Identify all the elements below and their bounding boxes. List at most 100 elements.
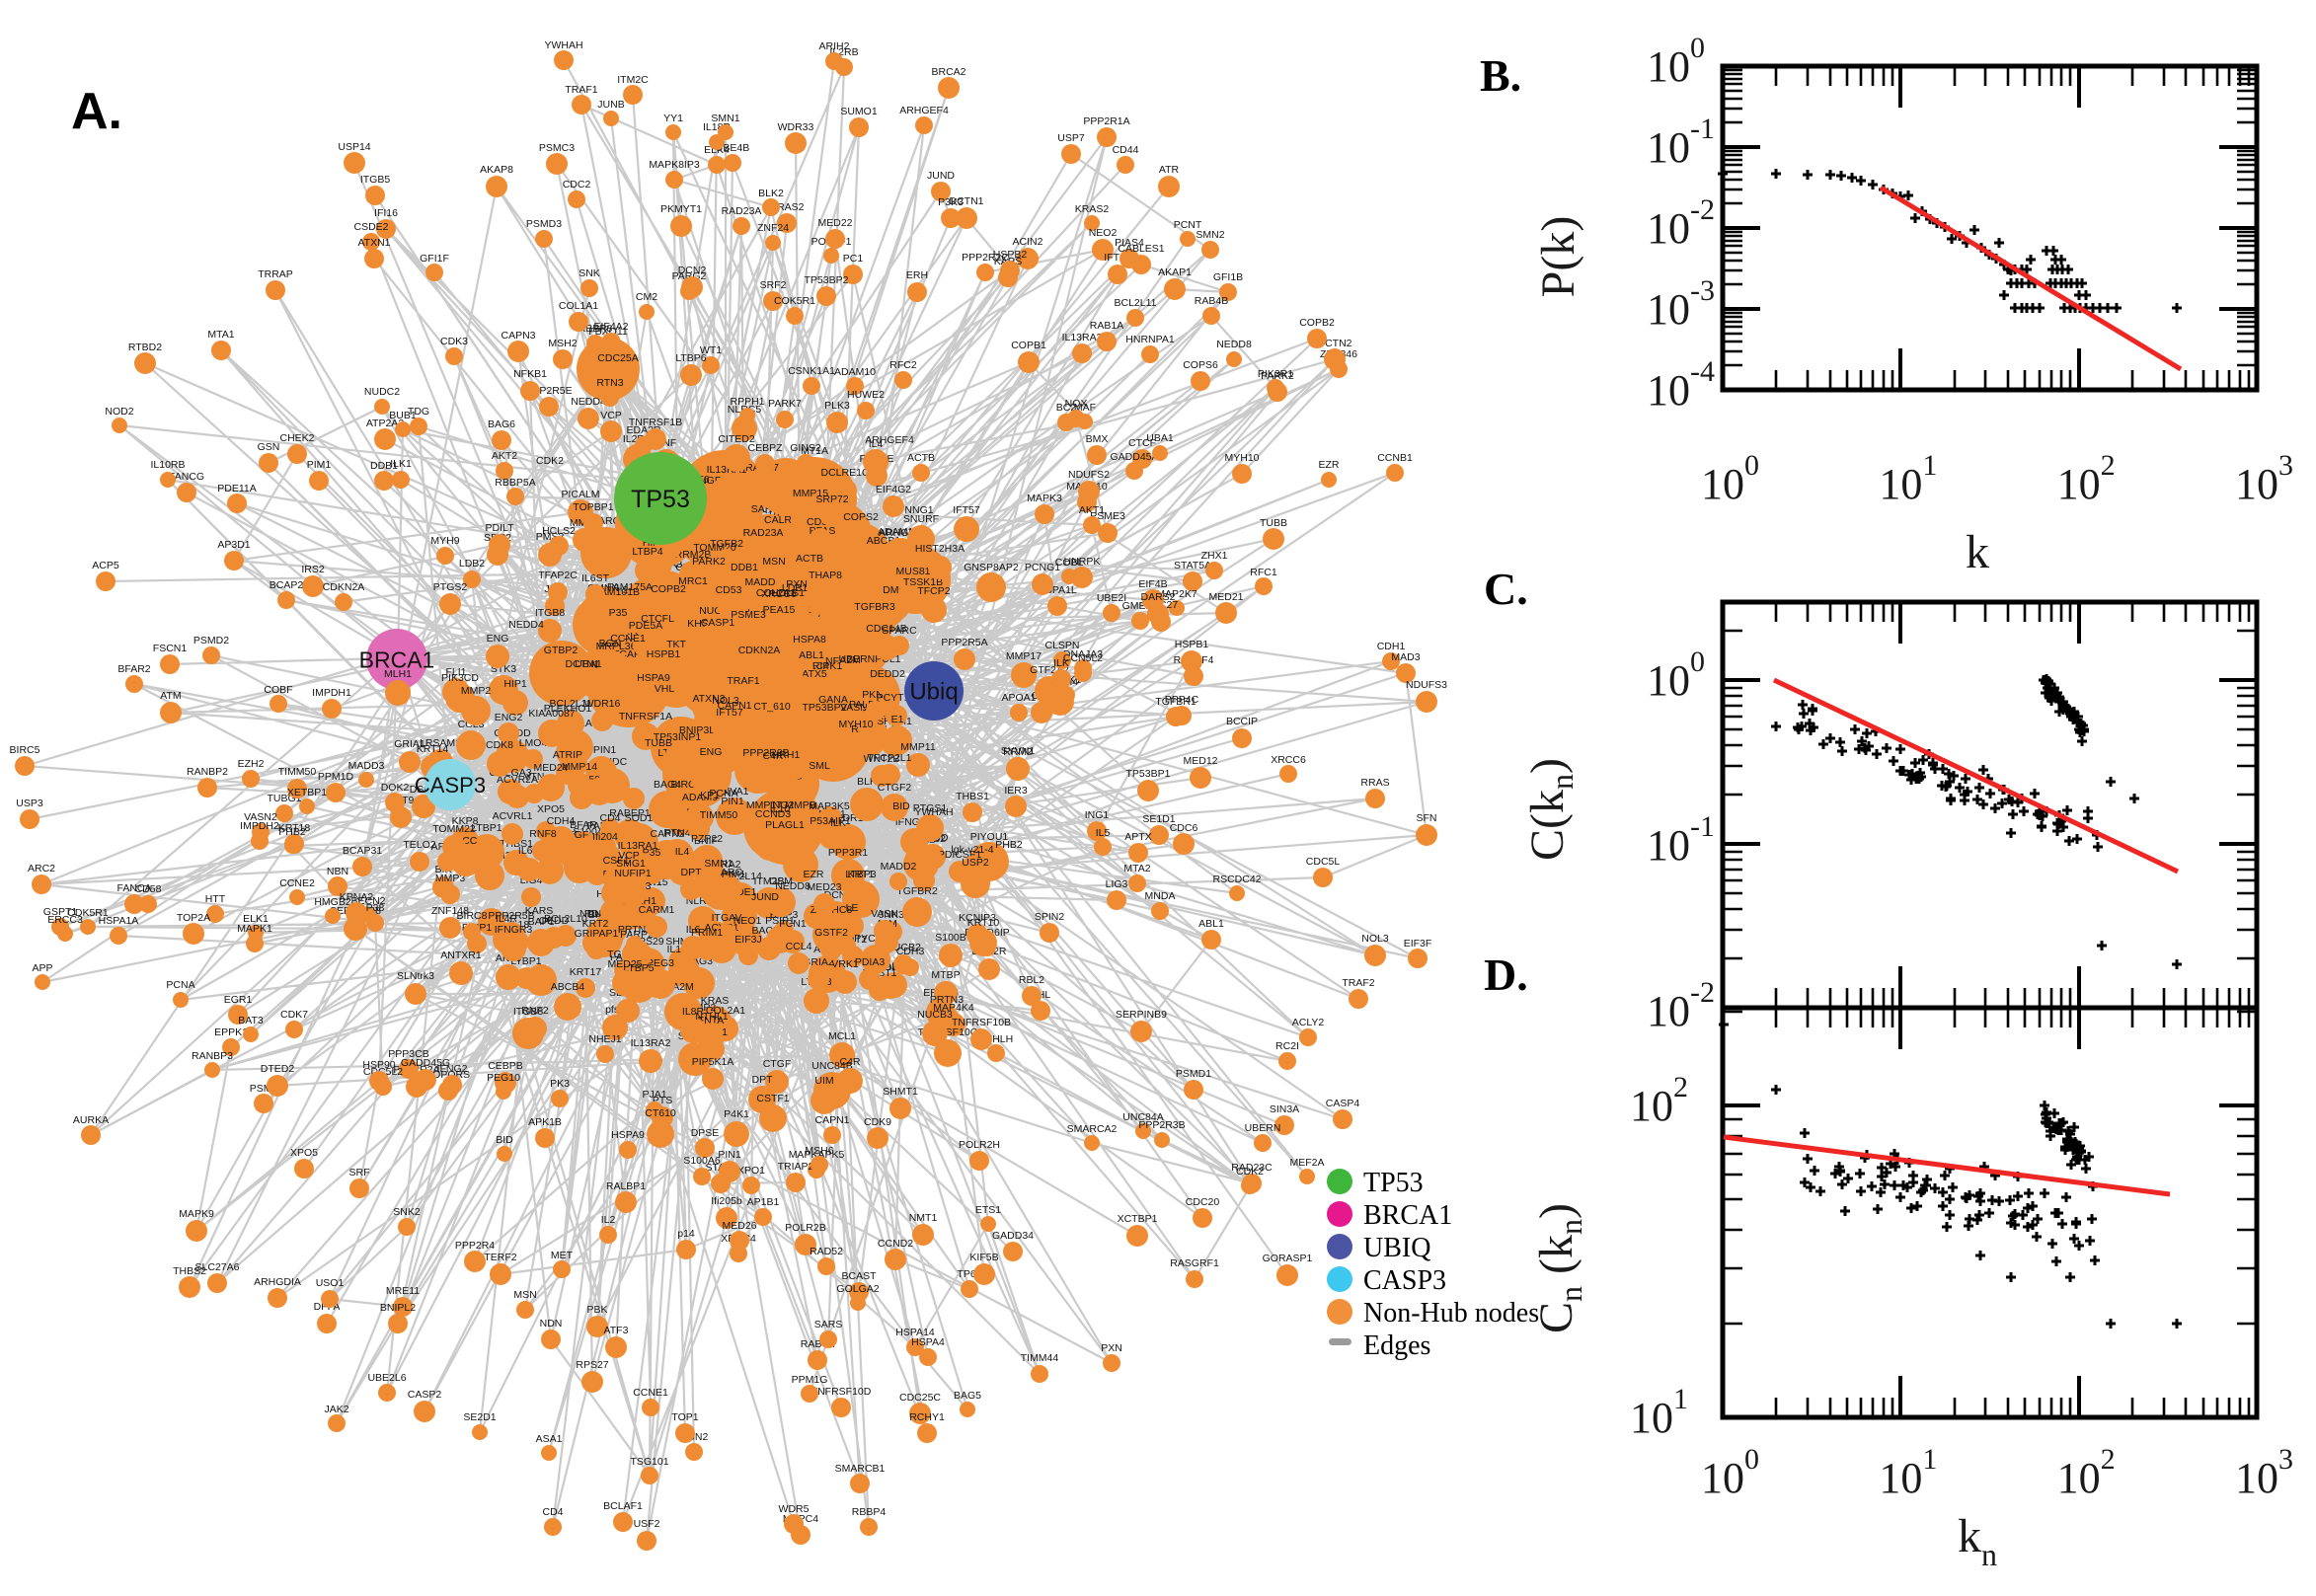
svg-text:IFNG2: IFNG2: [437, 1063, 468, 1075]
svg-text:CDK7: CDK7: [280, 1009, 308, 1021]
svg-text:CDH4: CDH4: [547, 815, 576, 827]
svg-text:ETS1: ETS1: [975, 1204, 1001, 1216]
svg-text:PTGS1: PTGS1: [913, 802, 948, 814]
svg-text:CASP2: CASP2: [408, 1389, 442, 1401]
svg-text:ENG2: ENG2: [495, 712, 523, 723]
svg-text:CEBPB: CEBPB: [488, 1060, 523, 1072]
svg-text:CD4: CD4: [599, 812, 620, 824]
svg-text:SUMO1: SUMO1: [840, 106, 878, 117]
svg-text:RBL2: RBL2: [1019, 974, 1044, 986]
svg-text:LTBP6: LTBP6: [675, 352, 706, 364]
svg-text:RABEP1: RABEP1: [609, 807, 651, 819]
svg-text:THBS2: THBS2: [173, 1265, 206, 1277]
svg-text:ITGB8: ITGB8: [513, 1006, 544, 1018]
svg-text:PXN: PXN: [786, 578, 808, 590]
svg-text:ELK4: ELK4: [704, 144, 730, 156]
svg-text:LTBP1: LTBP1: [471, 822, 502, 834]
svg-text:MADD3: MADD3: [348, 760, 385, 772]
svg-text:ACTB: ACTB: [796, 553, 823, 565]
svg-text:GRIA1: GRIA1: [394, 738, 425, 750]
svg-text:TELO2: TELO2: [403, 839, 435, 851]
svg-text:BCL2L11: BCL2L11: [1114, 297, 1156, 309]
svg-text:PCNA: PCNA: [166, 979, 194, 991]
svg-text:ARC: ARC: [721, 867, 743, 878]
svg-text:PLK3: PLK3: [824, 400, 850, 412]
svg-text:APK1B: APK1B: [528, 1116, 562, 1128]
svg-text:RFC2: RFC2: [889, 359, 917, 371]
svg-text:CHEK2: CHEK2: [279, 432, 314, 444]
svg-text:RAB4B: RAB4B: [1195, 295, 1228, 307]
svg-text:COPB1: COPB1: [1011, 340, 1046, 351]
svg-text:MMP17: MMP17: [746, 799, 782, 811]
svg-text:SFN: SFN: [1417, 812, 1437, 824]
svg-text:-3: -3: [1690, 274, 1715, 307]
svg-text:SOD1: SOD1: [625, 812, 654, 824]
svg-text:RPPH1: RPPH1: [730, 396, 764, 408]
svg-text:PBK: PBK: [586, 1304, 607, 1316]
svg-text:PCNT: PCNT: [1174, 219, 1202, 231]
svg-text:PCNG1: PCNG1: [1025, 562, 1060, 573]
svg-text:CDH3: CDH3: [896, 946, 925, 957]
svg-text:IMPDH1: IMPDH1: [312, 687, 351, 699]
svg-text:HSPA9: HSPA9: [611, 1129, 645, 1141]
svg-text:UBA1: UBA1: [1146, 432, 1174, 444]
svg-text:-1: -1: [1690, 810, 1715, 843]
svg-text:ANTXR1: ANTXR1: [440, 950, 482, 961]
svg-text:MYH9: MYH9: [430, 535, 459, 547]
svg-text:UIM: UIM: [814, 1075, 833, 1087]
svg-text:USF2: USF2: [634, 1518, 660, 1530]
svg-text:COPS2: COPS2: [843, 511, 879, 523]
svg-text:RIPK1: RIPK1: [812, 660, 843, 672]
svg-text:RRM2B: RRM2B: [675, 549, 712, 561]
svg-text:MADD: MADD: [745, 576, 776, 588]
svg-text:PSMD1: PSMD1: [1176, 1068, 1211, 1080]
svg-text:BCCIP: BCCIP: [1226, 716, 1258, 727]
svg-text:TNFRSF10D: TNFRSF10D: [811, 1386, 872, 1398]
svg-text:UBIQ: UBIQ: [1363, 1233, 1430, 1263]
svg-text:10: 10: [2057, 460, 2101, 508]
svg-text:IL5: IL5: [1096, 827, 1111, 839]
svg-text:EIF3F: EIF3F: [1404, 938, 1432, 950]
svg-text:PZP22: PZP22: [691, 833, 723, 845]
svg-text:NUCB3: NUCB3: [917, 1009, 953, 1021]
svg-text:HSPA1A: HSPA1A: [99, 915, 139, 927]
svg-text:DDB1: DDB1: [370, 460, 398, 472]
svg-text:HSPA14: HSPA14: [895, 1327, 935, 1338]
svg-text:PIK3R1: PIK3R1: [1258, 368, 1293, 380]
svg-text:ENG: ENG: [487, 633, 509, 645]
svg-text:CDC2: CDC2: [563, 179, 591, 190]
svg-text:EZH2: EZH2: [238, 758, 265, 770]
svg-text:NUDC2: NUDC2: [364, 386, 400, 398]
svg-text:PSIP1: PSIP1: [765, 915, 795, 927]
svg-text:ACTB: ACTB: [907, 452, 935, 464]
svg-text:CCN5L2: CCN5L2: [1063, 652, 1103, 664]
svg-text:SPIN2: SPIN2: [1035, 911, 1065, 923]
svg-text:SE2D1: SE2D1: [463, 1411, 496, 1423]
svg-text:IFT57: IFT57: [953, 504, 980, 516]
svg-text:BUB1: BUB1: [389, 410, 417, 421]
svg-text:NBN: NBN: [327, 866, 348, 877]
svg-text:BC2: BC2: [1056, 402, 1077, 414]
svg-text:USO1: USO1: [316, 1277, 345, 1289]
svg-text:TGFBR2: TGFBR2: [896, 885, 938, 897]
svg-text:EIF4B: EIF4B: [1138, 578, 1167, 590]
svg-text:UBE2L6: UBE2L6: [367, 1372, 406, 1384]
svg-text:TP53: TP53: [631, 486, 690, 513]
svg-text:MNDA: MNDA: [1145, 890, 1176, 902]
svg-text:DCLRE1C: DCLRE1C: [820, 467, 869, 479]
svg-text:BCL2L10: BCL2L10: [544, 913, 587, 925]
svg-text:ARHGEF4: ARHGEF4: [865, 434, 914, 446]
svg-text:k: k: [1966, 526, 1989, 578]
svg-text:GSTF2: GSTF2: [814, 927, 848, 939]
svg-text:NFKB1: NFKB1: [513, 368, 547, 380]
svg-text:ING2: ING2: [770, 799, 795, 811]
svg-text:HCLS1: HCLS1: [771, 587, 805, 599]
svg-text:p14: p14: [677, 1228, 695, 1240]
svg-text:RPS27: RPS27: [576, 1359, 608, 1371]
svg-text:1: 1: [1922, 1443, 1937, 1476]
svg-text:LDB2: LDB2: [459, 558, 485, 570]
svg-text:DTED2: DTED2: [261, 1063, 295, 1075]
svg-text:ACVR2A: ACVR2A: [497, 774, 538, 786]
svg-text:AURKA: AURKA: [73, 1114, 109, 1126]
svg-text:BRCA2: BRCA2: [931, 66, 965, 78]
